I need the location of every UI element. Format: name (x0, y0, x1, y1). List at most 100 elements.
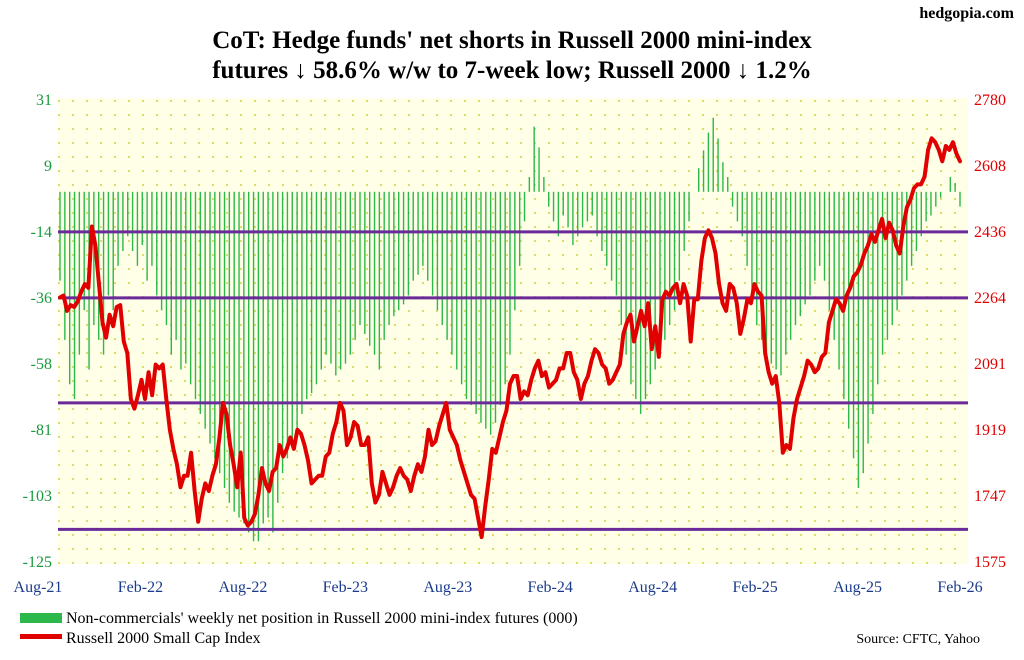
left-tick-label: -58 (31, 356, 52, 373)
net-position-bar (68, 191, 71, 385)
net-position-bar (760, 191, 763, 340)
net-position-bar (451, 191, 453, 355)
right-tick-label: 2436 (974, 224, 1006, 241)
right-axis-ticks: 2780 2608 2436 2264 2091 1919 1747 1575 (974, 92, 1006, 571)
net-position-bar (596, 191, 598, 237)
net-position-bar (935, 191, 937, 207)
net-position-bar (920, 191, 922, 237)
net-position-bar (668, 191, 671, 326)
net-position-bar (683, 191, 685, 252)
net-position-bar (886, 191, 889, 340)
net-position-bar (823, 191, 826, 281)
net-position-bar (446, 191, 448, 340)
net-position-bar (625, 191, 627, 355)
net-position-bar (209, 191, 211, 444)
net-position-bar (567, 191, 569, 228)
net-position-bar (915, 191, 918, 252)
net-position-bar (223, 191, 226, 488)
net-position-bar (383, 191, 385, 340)
net-position-bar (344, 191, 347, 364)
net-position-bar (378, 191, 381, 370)
net-position-bar (562, 191, 564, 216)
net-position-bar (248, 191, 250, 533)
net-position-bar (857, 191, 860, 488)
right-tick-label: 2091 (974, 356, 1006, 373)
net-position-bar (214, 191, 216, 459)
net-position-bar (156, 191, 158, 296)
net-position-bar (877, 191, 879, 385)
net-position-bar (910, 191, 913, 266)
x-tick-label: Aug-24 (628, 579, 677, 596)
net-position-bar (204, 191, 206, 429)
net-position-bar (809, 191, 811, 296)
left-tick-label: -103 (23, 488, 52, 505)
net-position-bar (552, 191, 555, 222)
net-position-bar (131, 191, 134, 252)
net-position-bar (630, 191, 632, 385)
net-position-bar (315, 191, 318, 385)
net-position-bar (756, 191, 758, 326)
legend-swatch-bars (20, 613, 62, 623)
net-position-bar (838, 191, 840, 370)
x-tick-label: Feb-25 (732, 579, 777, 596)
right-tick-label: 2264 (974, 290, 1006, 307)
left-tick-label: -36 (31, 290, 52, 307)
reference-lines (58, 230, 968, 531)
net-position-bar (456, 191, 458, 370)
net-position-bar (325, 191, 327, 355)
chart-title-line-2: futures ↓ 58.6% w/w to 7-week low; Russe… (212, 57, 812, 84)
net-position-bar (281, 191, 284, 474)
net-position-bar (664, 191, 666, 340)
net-position-bar (741, 191, 743, 237)
net-position-bar (175, 191, 177, 340)
net-position-bar (712, 117, 714, 192)
net-position-bar (339, 191, 342, 370)
net-position-bar (194, 191, 197, 400)
net-position-bar (770, 191, 772, 364)
net-position-bar (272, 191, 274, 533)
net-position-bar (610, 191, 613, 281)
net-position-bar (785, 191, 787, 355)
net-position-bar (151, 191, 153, 266)
net-position-bar (122, 191, 124, 252)
net-position-bar (727, 177, 729, 192)
net-position-bar (852, 191, 855, 459)
net-position-bar (635, 191, 637, 400)
net-position-bar (504, 191, 506, 385)
net-position-bar (794, 191, 797, 326)
right-tick-label: 2780 (974, 92, 1006, 109)
russell-2000-line-layer (58, 136, 962, 540)
net-position-bar (78, 191, 81, 355)
net-position-bar (243, 191, 245, 524)
net-position-bar (480, 191, 482, 423)
left-tick-label: -14 (31, 224, 52, 241)
net-position-bar (136, 191, 139, 266)
net-position-bar (359, 191, 361, 326)
net-position-bar (698, 168, 700, 192)
net-position-bar (286, 191, 289, 459)
net-position-bar (509, 191, 511, 355)
net-position-bar (949, 177, 952, 192)
net-position-bar (252, 191, 255, 542)
net-position-bar (572, 191, 574, 246)
x-tick-label: Aug-25 (833, 579, 882, 596)
net-position-bar (639, 191, 642, 414)
net-position-bar (707, 132, 710, 192)
net-position-bar (306, 191, 308, 400)
net-position-bar (257, 191, 260, 542)
net-position-bar (881, 191, 884, 355)
x-tick-label: Aug-23 (423, 579, 472, 596)
net-position-bar (117, 191, 119, 266)
net-position-bar (538, 147, 540, 192)
net-position-bar (233, 191, 235, 512)
net-position-bar (702, 150, 705, 192)
legend-label-line: Russell 2000 Small Cap Index (66, 630, 261, 647)
net-position-bar (731, 191, 734, 207)
net-position-bar (843, 191, 845, 400)
net-position-bar (373, 191, 376, 355)
net-position-bar (267, 191, 269, 518)
net-position-bar (620, 191, 622, 326)
net-position-bar (364, 191, 366, 334)
net-position-bar (848, 191, 850, 429)
